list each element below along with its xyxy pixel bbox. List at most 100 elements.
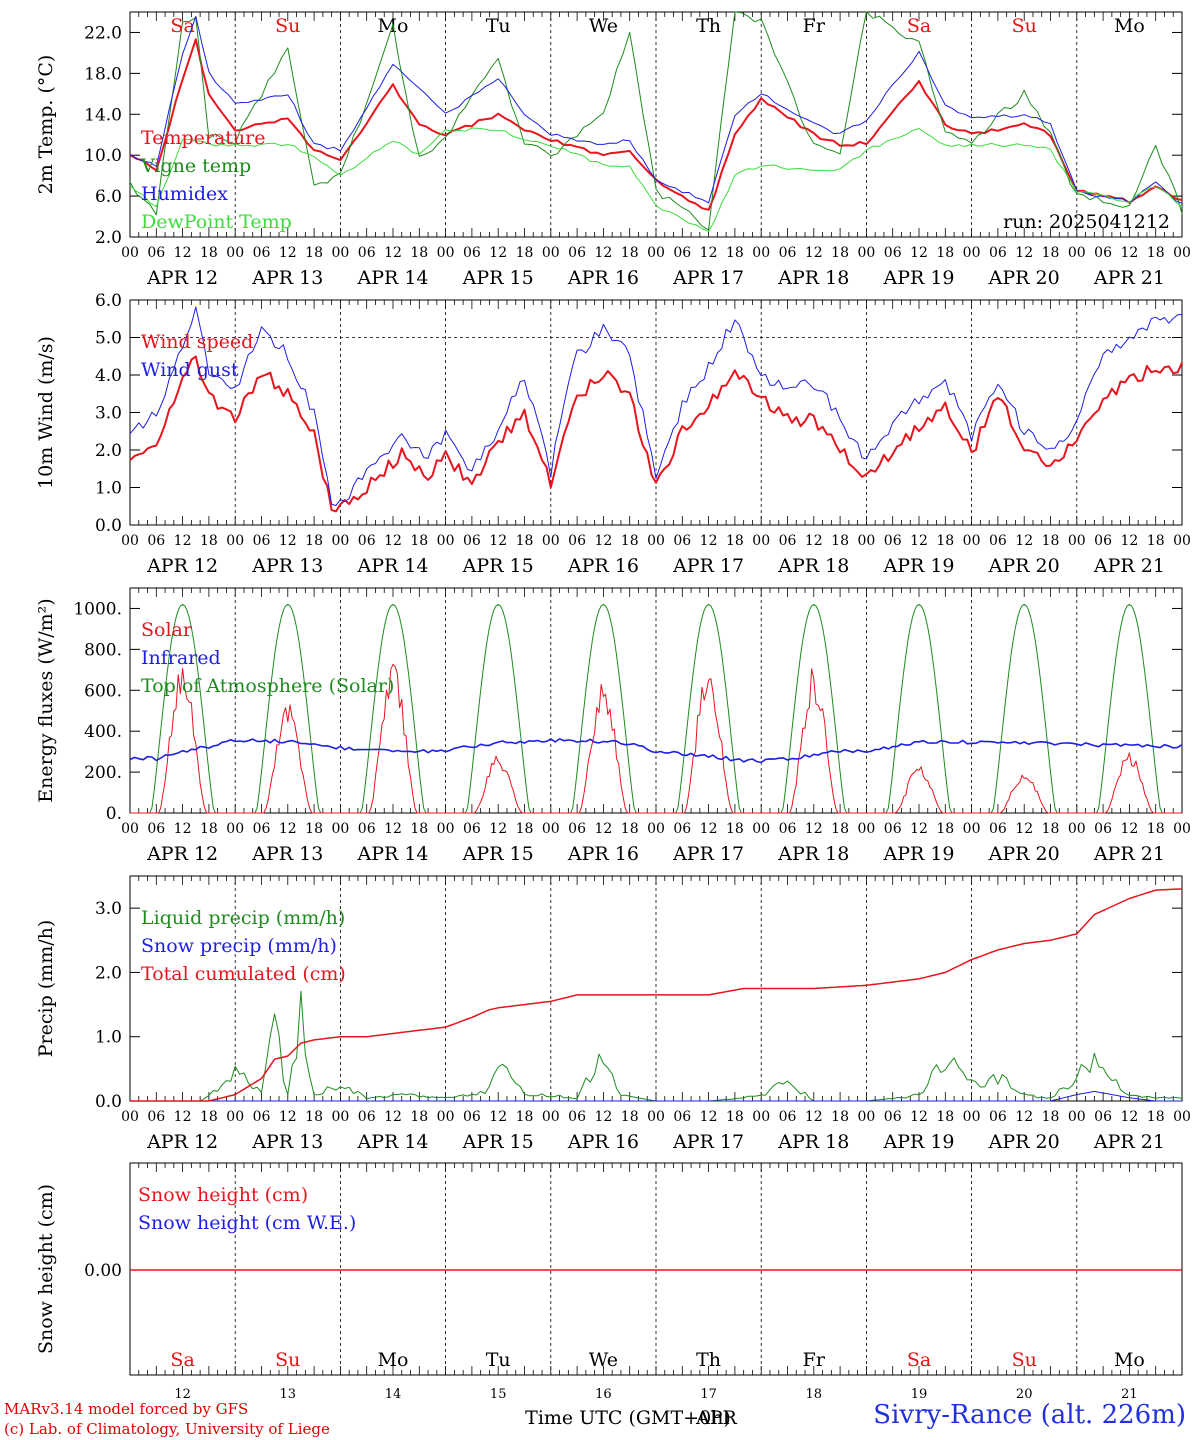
hour-tick-label: 12 [1120, 821, 1138, 837]
day-number-label: 12 [174, 1387, 191, 1402]
hour-tick-label: 18 [1042, 245, 1060, 261]
hour-tick-label: 00 [1068, 821, 1086, 837]
hour-tick-label: 00 [752, 533, 770, 549]
y-tick-label: 2.0 [95, 963, 122, 983]
hour-tick-label: 06 [673, 1109, 691, 1125]
hour-tick-label: 18 [516, 821, 534, 837]
hour-tick-label: 00 [331, 245, 349, 261]
hour-tick-label: 18 [305, 1109, 323, 1125]
hour-tick-label: 06 [253, 1109, 271, 1125]
y-tick-label: 0. [106, 804, 122, 824]
panel-1: 00 06 12 18 00 06 12 18 00 06 12 18 00 06 12 18 00 06 12 18… [35, 11, 1191, 289]
lab-credit: (c) Lab. of Climatology, University of L… [4, 1420, 330, 1438]
hour-tick-label: 06 [463, 245, 481, 261]
panel-4: 00 06 12 18 00 06 12 18 00 06 12 18 00 06 12 18 00 06 12 18… [35, 875, 1191, 1153]
hour-tick-label: 12 [910, 533, 928, 549]
hour-tick-label: 18 [726, 245, 744, 261]
hour-tick-label: 18 [1042, 1109, 1060, 1125]
hour-tick-label: 06 [147, 1109, 165, 1125]
x-axis-label: Time UTC (GMT+0h) [525, 1407, 731, 1429]
date-label: APR 19 [882, 267, 954, 289]
panel-5: Snow height (cm) 0.00 Snow height (cm) Snow… [35, 1162, 1183, 1429]
hour-tick-label: 00 [752, 1109, 770, 1125]
series-humidex [129, 15, 1183, 204]
date-label: APR 16 [567, 555, 639, 577]
hour-tick-label: 18 [200, 533, 218, 549]
site-title: Sivry-Rance (alt. 226m) [873, 1400, 1186, 1430]
weekday-label: Mo [378, 1349, 409, 1371]
y-axis-label: Precip (mm/h) [35, 920, 57, 1058]
legend-top-of-atmosphere-solar: Top of Atmosphere (Solar) [141, 675, 394, 697]
hour-tick-label: 12 [1120, 533, 1138, 549]
hour-tick-label: 00 [963, 821, 981, 837]
date-label: APR 13 [251, 555, 323, 577]
weekday-label: Tu [486, 1349, 511, 1371]
date-label: APR 14 [356, 555, 428, 577]
hour-tick-label: 18 [1042, 821, 1060, 837]
date-label: APR 20 [988, 843, 1060, 865]
hour-tick-label: 06 [568, 245, 586, 261]
date-label: APR 20 [988, 1131, 1060, 1153]
hour-tick-label: 00 [542, 821, 560, 837]
hour-tick-label: 00 [1173, 533, 1191, 549]
hour-tick-label: 06 [989, 533, 1007, 549]
hour-tick-label: 12 [384, 821, 402, 837]
date-label: APR 18 [777, 267, 849, 289]
legend-snow-precip-mm-h: Snow precip (mm/h) [141, 935, 337, 957]
hour-tick-label: 18 [200, 245, 218, 261]
hour-tick-label: 00 [647, 533, 665, 549]
series-solar [130, 663, 1182, 814]
series-snow-precip-mm-h- [130, 1090, 1182, 1102]
hour-tick-label: 18 [621, 533, 639, 549]
hour-tick-label: 06 [253, 821, 271, 837]
model-credit: MARv3.14 model forced by GFS [4, 1400, 249, 1418]
y-tick-label: 400. [84, 722, 122, 742]
plot-frame [129, 299, 1183, 526]
day-number-label: 18 [806, 1387, 823, 1402]
hour-tick-label: 12 [489, 533, 507, 549]
hour-tick-label: 18 [936, 821, 954, 837]
date-label: APR 13 [251, 843, 323, 865]
day-number-label: 19 [911, 1387, 928, 1402]
y-tick-label: 0.0 [95, 1092, 122, 1112]
legend-vigne-temp: Vigne temp [140, 155, 251, 177]
plot-frame [129, 587, 1183, 814]
series-wind-gust [129, 306, 1183, 507]
hour-tick-label: 06 [1094, 821, 1112, 837]
hour-tick-label: 12 [384, 1109, 402, 1125]
hour-tick-label: 18 [936, 533, 954, 549]
hour-tick-label: 00 [331, 533, 349, 549]
weekday-label: Fr [803, 1349, 826, 1371]
hour-tick-label: 00 [1068, 1109, 1086, 1125]
hour-tick-label: 00 [121, 533, 139, 549]
y-tick-label: 1.0 [95, 479, 122, 499]
hour-tick-label: 12 [805, 533, 823, 549]
hour-tick-label: 06 [147, 245, 165, 261]
hour-tick-label: 12 [1015, 1109, 1033, 1125]
hour-tick-label: 06 [884, 245, 902, 261]
hour-tick-label: 18 [305, 533, 323, 549]
y-tick-label: 18.0 [84, 64, 122, 84]
hour-tick-label: 12 [805, 1109, 823, 1125]
date-label: APR 15 [462, 555, 534, 577]
hour-tick-label: 18 [936, 1109, 954, 1125]
hour-tick-label: 06 [358, 245, 376, 261]
hour-tick-label: 00 [226, 1109, 244, 1125]
y-tick-label: 1.0 [95, 1028, 122, 1048]
panel-3: 00 06 12 18 00 06 12 18 00 06 12 18 00 06 12 18 00 06 12 18… [35, 587, 1191, 865]
hour-tick-label: 06 [463, 533, 481, 549]
hour-tick-label: 06 [358, 533, 376, 549]
y-tick-label: 3.0 [95, 404, 122, 424]
date-label: APR 14 [356, 267, 428, 289]
y-axis-label: 2m Temp. (°C) [35, 55, 57, 195]
hour-tick-label: 18 [726, 533, 744, 549]
hour-tick-label: 18 [305, 821, 323, 837]
hour-tick-label: 12 [489, 821, 507, 837]
hour-tick-label: 12 [384, 533, 402, 549]
hour-tick-label: 18 [621, 245, 639, 261]
y-tick-label: 800. [84, 640, 122, 660]
day-number-label: 13 [280, 1387, 297, 1402]
hour-tick-label: 12 [700, 1109, 718, 1125]
date-label: APR 21 [1093, 555, 1165, 577]
weekday-label: Su [275, 15, 300, 37]
